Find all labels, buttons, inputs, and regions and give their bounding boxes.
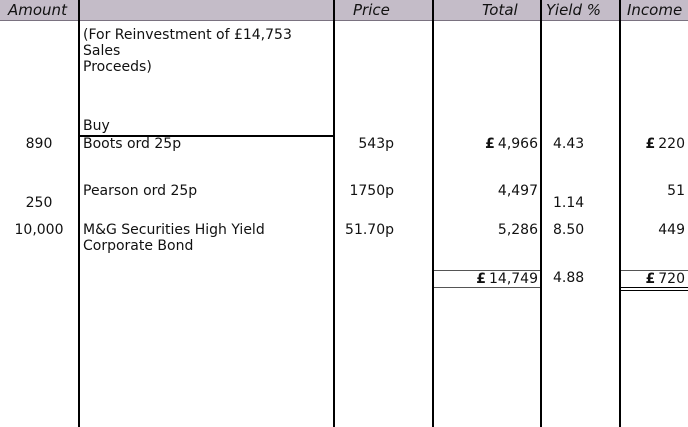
row-pearson-total: 4,497 [497, 183, 538, 199]
row-boots-income: £220 [621, 136, 685, 152]
header-total: Total [482, 1, 518, 19]
row-mg-income: 449 [658, 222, 685, 238]
column-rule-yield-income [619, 0, 621, 427]
total-rule-top [434, 270, 540, 271]
row-mg-description-line-1: M&G Securities High Yield [83, 222, 265, 238]
total-income: £720 [621, 271, 685, 287]
income-total-rule-top [621, 270, 688, 271]
column-rule-amount-desc [78, 0, 80, 427]
header-income: Income [627, 1, 683, 19]
income-total-rule-bottom-2 [621, 290, 688, 291]
intro-line-1: (For Reinvestment of £14,753 [83, 27, 292, 43]
currency-symbol: £ [476, 271, 486, 287]
row-boots-yield: 4.43 [553, 136, 585, 152]
income-value: 220 [658, 136, 685, 152]
grand-total: £14,749 [434, 271, 538, 287]
row-boots-price: 543p [358, 136, 394, 152]
currency-symbol: £ [645, 136, 656, 152]
row-mg-amount: 10,000 [14, 222, 64, 238]
intro-line-2: Sales [83, 43, 121, 59]
row-pearson-price: 1750p [349, 183, 394, 199]
column-rule-total-yield [540, 0, 542, 427]
income-total-rule-bottom-1 [621, 287, 688, 288]
currency-symbol: £ [645, 271, 656, 287]
row-boots-amount: 890 [25, 136, 53, 152]
row-mg-description-line-2: Corporate Bond [83, 238, 194, 254]
row-pearson-yield: 1.14 [553, 195, 585, 211]
overall-yield: 4.88 [553, 270, 585, 286]
column-rule-price-total [432, 0, 434, 427]
row-mg-yield: 8.50 [553, 222, 585, 238]
header-yield: Yield % [546, 1, 602, 19]
total-rule-bottom [434, 287, 540, 288]
total-income-value: 720 [658, 271, 685, 287]
row-pearson-amount: 250 [25, 195, 53, 211]
grand-total-value: 14,749 [489, 271, 538, 287]
column-rule-desc-price [333, 0, 335, 427]
total-value: 4,966 [497, 136, 538, 152]
row-pearson-income: 51 [667, 183, 685, 199]
buy-underline [79, 135, 334, 137]
column-header-bar [0, 0, 688, 21]
row-pearson-description: Pearson ord 25p [83, 183, 198, 199]
intro-line-3: Proceeds) [83, 59, 152, 75]
row-mg-total: 5,286 [497, 222, 538, 238]
row-boots-total: £4,966 [434, 136, 538, 152]
header-amount: Amount [8, 1, 67, 19]
buy-label: Buy [83, 118, 110, 134]
header-price: Price [353, 1, 390, 19]
row-boots-description: Boots ord 25p [83, 136, 182, 152]
currency-symbol: £ [485, 136, 495, 152]
row-mg-price: 51.70p [345, 222, 394, 238]
